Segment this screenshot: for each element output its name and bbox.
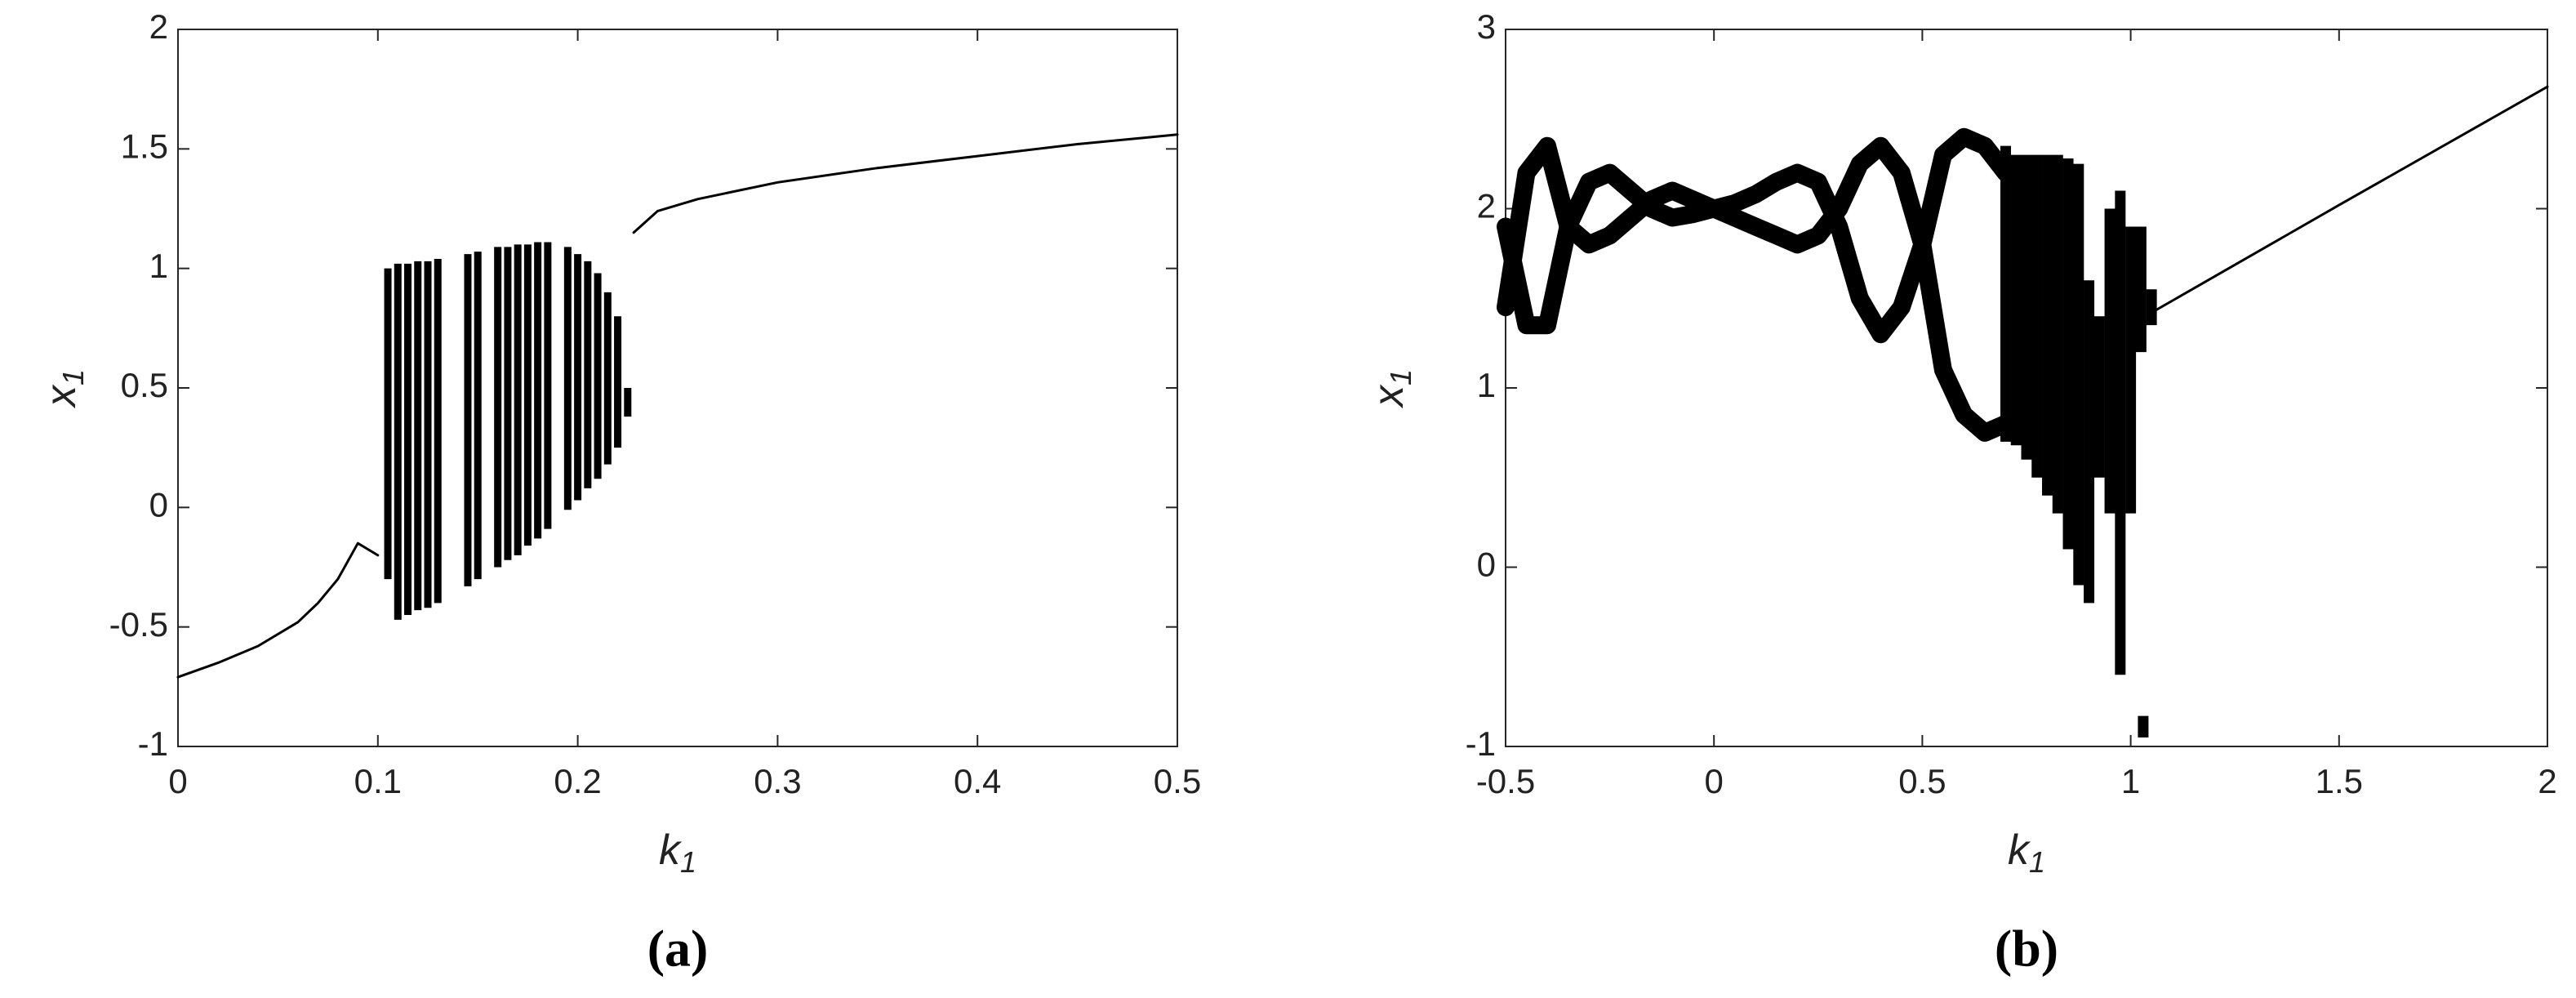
y-tick-label: 3 bbox=[1477, 7, 1496, 46]
x-axis-label-base: k bbox=[659, 826, 683, 874]
x-tick-label: 0.4 bbox=[954, 762, 1001, 800]
y-axis-label-base: x bbox=[1365, 384, 1413, 409]
x-axis-label: k1 bbox=[2008, 826, 2045, 879]
x-tick-label: 2 bbox=[2538, 762, 2556, 800]
x-tick-label: 0.1 bbox=[354, 762, 402, 800]
y-axis-label: x1 bbox=[1365, 369, 1417, 409]
branch bbox=[176, 541, 380, 679]
x-tick-label: 0.5 bbox=[1154, 762, 1201, 800]
y-axis-label: x1 bbox=[38, 369, 90, 409]
y-tick-label: 0 bbox=[149, 485, 168, 524]
x-tick-label: 0.5 bbox=[1898, 762, 1946, 800]
x-tick-label: 0.3 bbox=[754, 762, 801, 800]
y-tick-label: 0.5 bbox=[121, 366, 168, 404]
y-axis-label-sub: 1 bbox=[56, 369, 90, 385]
y-tick-label: -1 bbox=[1466, 724, 1496, 763]
plot-area bbox=[177, 29, 1178, 747]
x-tick-label: 0 bbox=[1705, 762, 1724, 800]
x-tick-label: 1 bbox=[2121, 762, 2140, 800]
x-axis-label-sub: 1 bbox=[2029, 845, 2045, 879]
x-tick-label: 0.2 bbox=[554, 762, 601, 800]
y-tick-label: 0 bbox=[1477, 546, 1496, 584]
x-tick-label: 1.5 bbox=[2316, 762, 2363, 800]
x-axis-label-sub: 1 bbox=[680, 845, 696, 879]
y-tick-label: 1 bbox=[1477, 366, 1496, 404]
y-tick-label: 2 bbox=[149, 7, 168, 46]
caption: (b) bbox=[1995, 920, 2058, 978]
y-tick-label: -1 bbox=[138, 724, 168, 763]
caption: (a) bbox=[647, 920, 709, 978]
y-tick-label: -0.5 bbox=[109, 605, 168, 644]
branch bbox=[2150, 85, 2549, 314]
x-tick-label: -0.5 bbox=[1476, 762, 1535, 800]
y-tick-label: 1.5 bbox=[121, 127, 168, 165]
y-axis-label-base: x bbox=[38, 384, 85, 409]
y-tick-label: 1 bbox=[149, 247, 168, 285]
x-tick-label: 0 bbox=[168, 762, 187, 800]
y-axis-label-sub: 1 bbox=[1384, 369, 1417, 385]
y-tick-label: 2 bbox=[1477, 187, 1496, 225]
x-axis-label-base: k bbox=[2008, 826, 2031, 874]
branch bbox=[632, 133, 1179, 234]
x-axis-label: k1 bbox=[659, 826, 696, 879]
branch bbox=[1497, 163, 2015, 442]
